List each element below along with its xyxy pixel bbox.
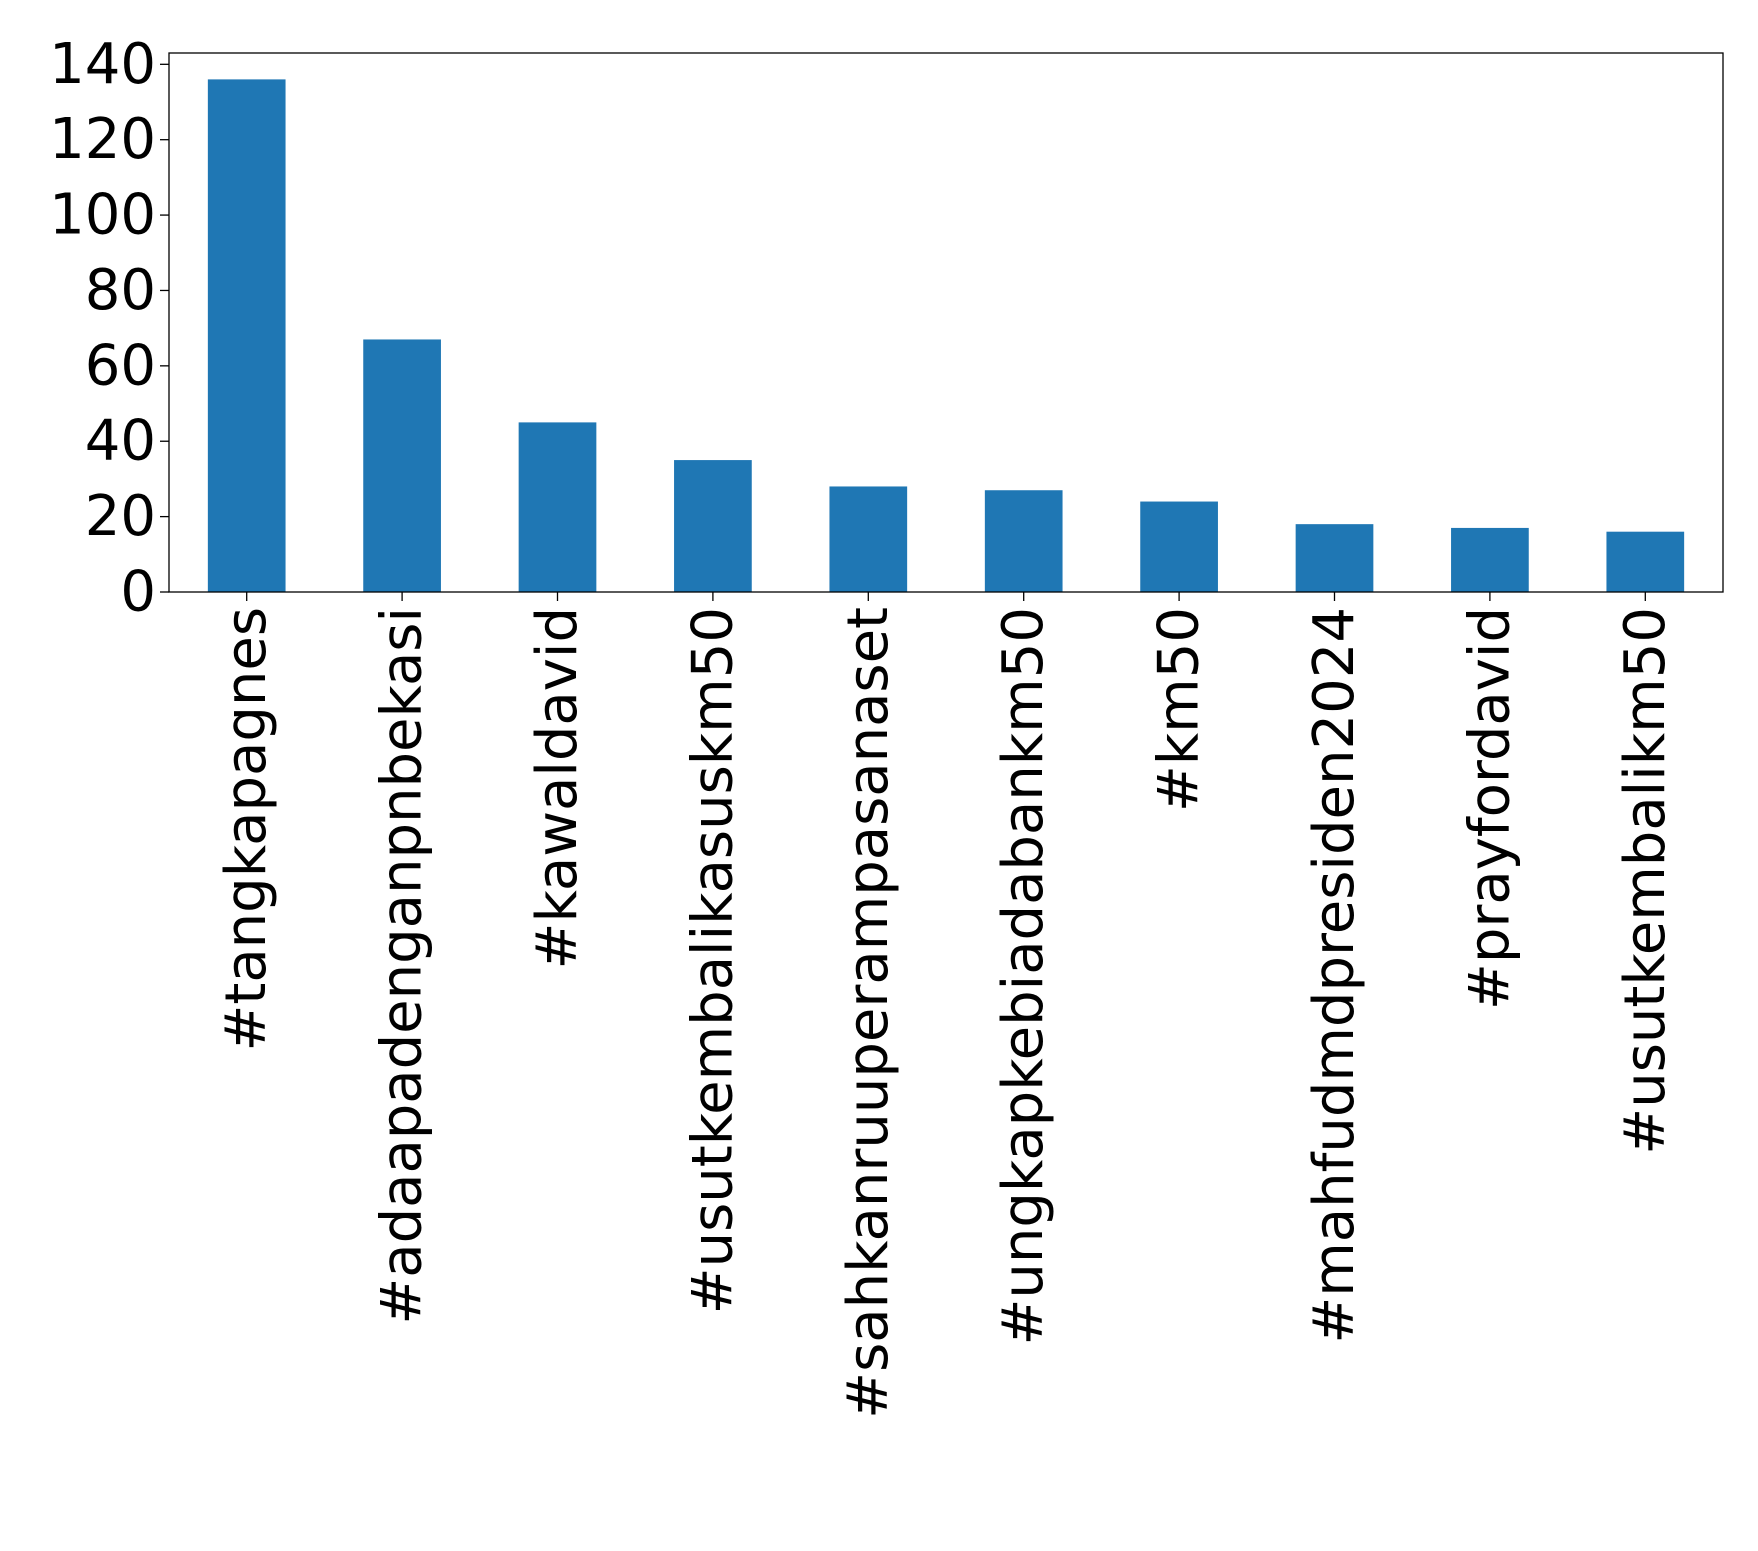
y-tick-label-0: 0 — [120, 560, 156, 625]
x-tick-label-5: #ungkapkebiadabankm50 — [991, 607, 1056, 1346]
x-tick-label-2: #kawaldavid — [525, 607, 590, 969]
bar-8 — [1451, 527, 1529, 592]
y-tick-label-1: 20 — [85, 484, 156, 549]
bar-0 — [207, 79, 286, 592]
x-tick-label-9: #usutkembalikm50 — [1613, 607, 1678, 1155]
x-tick-label-4: #sahkanruuperampasanaset — [836, 607, 901, 1419]
y-axis-ticks: 0 20 40 60 80 100 120 140 — [49, 32, 169, 625]
bar-3 — [674, 460, 752, 592]
x-tick-label-6: #km50 — [1147, 607, 1212, 812]
bar-2 — [518, 422, 597, 592]
bars-layer — [207, 79, 1685, 592]
y-tick-label-3: 60 — [85, 333, 156, 398]
x-axis-ticks: #tangkapagnes #adaapadenganpnbekasi #kawal… — [214, 592, 1678, 1419]
y-tick-label-6: 120 — [49, 107, 156, 172]
bar-5 — [984, 490, 1063, 592]
plot-frame — [168, 52, 1724, 593]
x-tick-label-8: #prayfordavid — [1457, 607, 1522, 1010]
axes-layer — [168, 52, 1724, 593]
y-tick-label-4: 80 — [85, 258, 156, 323]
y-tick-label-5: 100 — [49, 183, 156, 248]
x-tick-label-1: #adaapadenganpnbekasi — [370, 607, 435, 1325]
y-tick-label-2: 40 — [85, 409, 156, 474]
bar-9 — [1606, 531, 1685, 592]
bar-4 — [829, 486, 908, 592]
y-tick-label-7: 140 — [49, 32, 156, 97]
bar-7 — [1295, 524, 1374, 592]
bar-6 — [1140, 501, 1218, 592]
bar-1 — [363, 339, 441, 592]
x-tick-label-0: #tangkapagnes — [214, 607, 279, 1052]
x-tick-label-7: #mahfudmdpresiden2024 — [1302, 607, 1367, 1344]
x-tick-label-3: #usutkembalikasuskm50 — [680, 607, 745, 1314]
